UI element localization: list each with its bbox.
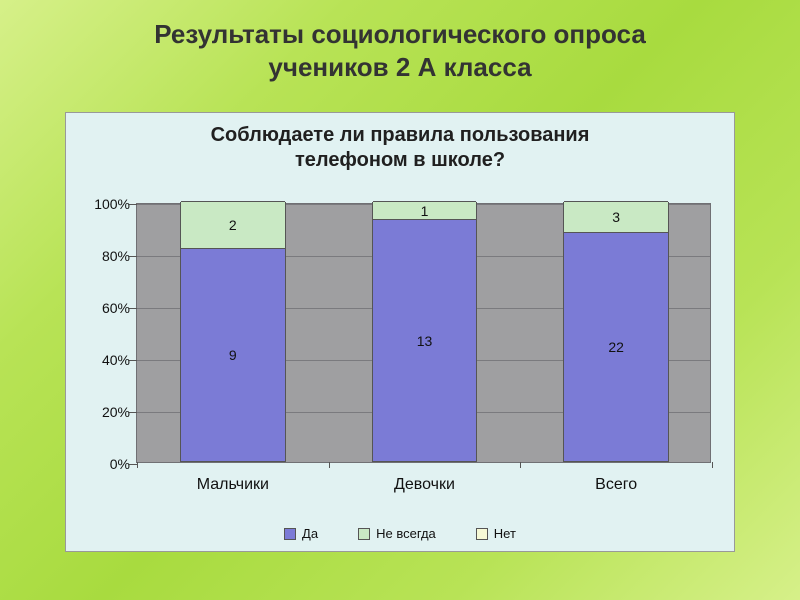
chart-title-line1: Соблюдаете ли правила пользования <box>66 123 734 148</box>
legend: Да Не всегда Нет <box>66 526 734 541</box>
x-tick <box>329 462 330 468</box>
legend-item: Нет <box>476 526 516 541</box>
y-tick <box>129 464 137 465</box>
chart-panel: Соблюдаете ли правила пользования телефо… <box>65 112 735 552</box>
y-tick <box>129 412 137 413</box>
y-label: 60% <box>70 300 130 316</box>
x-tick <box>520 462 521 468</box>
legend-swatch <box>358 528 370 540</box>
bar-value-label: 1 <box>421 203 429 219</box>
chart-title: Соблюдаете ли правила пользования телефо… <box>66 123 734 173</box>
y-label: 20% <box>70 404 130 420</box>
slide-title-line1: Результаты социологического опроса <box>0 18 800 51</box>
legend-item: Не всегда <box>358 526 436 541</box>
bar-segment-Да: 22 <box>564 232 667 461</box>
bar-value-label: 9 <box>229 347 237 363</box>
y-tick <box>129 204 137 205</box>
bar: 92 <box>180 202 285 462</box>
bar-segment-Да: 9 <box>181 248 284 461</box>
legend-label: Да <box>302 526 318 541</box>
bar-value-label: 3 <box>612 209 620 225</box>
bar: 13 1 <box>372 202 477 462</box>
bar-segment-Не всегда: 2 <box>181 201 284 248</box>
bar-segment-Не всегда: 3 <box>564 201 667 232</box>
bar-value-label: 22 <box>608 339 624 355</box>
legend-swatch <box>476 528 488 540</box>
bar-segment-Не всегда: 1 <box>373 201 476 219</box>
y-tick <box>129 256 137 257</box>
bar-value-label: 2 <box>229 217 237 233</box>
y-label: 0% <box>70 456 130 472</box>
x-label: Девочки <box>352 476 497 494</box>
y-label: 80% <box>70 248 130 264</box>
y-label: 100% <box>70 196 130 212</box>
legend-swatch <box>284 528 296 540</box>
x-tick <box>137 462 138 468</box>
y-tick <box>129 360 137 361</box>
legend-label: Не всегда <box>376 526 436 541</box>
legend-label: Нет <box>494 526 516 541</box>
chart-title-line2: телефоном в школе? <box>66 148 734 173</box>
y-tick <box>129 308 137 309</box>
x-label: Мальчики <box>160 476 305 494</box>
bar-value-label: 13 <box>417 333 433 349</box>
legend-item: Да <box>284 526 318 541</box>
plot-area: 0%20%40%60%80%100%92Мальчики131Девочки22… <box>136 203 711 463</box>
slide-title: Результаты социологического опроса учени… <box>0 18 800 83</box>
bar-segment-Да: 13 <box>373 219 476 461</box>
slide-title-line2: учеников 2 А класса <box>0 51 800 84</box>
x-label: Всего <box>543 476 688 494</box>
y-label: 40% <box>70 352 130 368</box>
x-tick <box>712 462 713 468</box>
bar: 22 3 <box>563 202 668 462</box>
